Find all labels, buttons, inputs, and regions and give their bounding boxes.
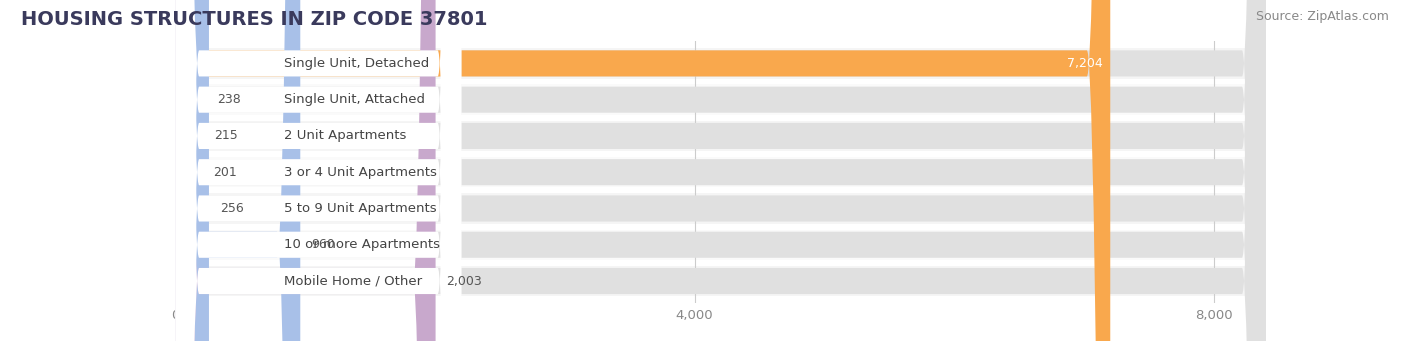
Text: 10 or more Apartments: 10 or more Apartments [284,238,440,251]
FancyBboxPatch shape [176,0,204,341]
FancyBboxPatch shape [176,0,461,341]
FancyBboxPatch shape [176,121,1265,151]
FancyBboxPatch shape [176,0,1111,341]
Text: Mobile Home / Other: Mobile Home / Other [284,275,422,287]
FancyBboxPatch shape [176,0,301,341]
FancyBboxPatch shape [176,85,1265,115]
FancyBboxPatch shape [176,48,1265,79]
Text: 2,003: 2,003 [447,275,482,287]
Text: 256: 256 [219,202,243,215]
Text: 2 Unit Apartments: 2 Unit Apartments [284,130,406,143]
FancyBboxPatch shape [176,0,1265,341]
Text: 238: 238 [218,93,242,106]
FancyBboxPatch shape [176,0,461,341]
Text: HOUSING STRUCTURES IN ZIP CODE 37801: HOUSING STRUCTURES IN ZIP CODE 37801 [21,10,488,29]
Text: Single Unit, Attached: Single Unit, Attached [284,93,425,106]
FancyBboxPatch shape [176,0,1265,341]
Text: Source: ZipAtlas.com: Source: ZipAtlas.com [1256,10,1389,23]
FancyBboxPatch shape [176,0,1265,341]
FancyBboxPatch shape [176,0,1265,341]
FancyBboxPatch shape [176,0,436,341]
FancyBboxPatch shape [176,0,461,341]
FancyBboxPatch shape [176,0,461,341]
FancyBboxPatch shape [176,0,207,341]
Text: 3 or 4 Unit Apartments: 3 or 4 Unit Apartments [284,166,437,179]
FancyBboxPatch shape [176,0,1265,341]
FancyBboxPatch shape [176,157,1265,188]
FancyBboxPatch shape [176,0,1265,341]
Text: 215: 215 [215,130,238,143]
FancyBboxPatch shape [176,0,461,341]
FancyBboxPatch shape [176,0,461,341]
Text: Single Unit, Detached: Single Unit, Detached [284,57,429,70]
FancyBboxPatch shape [176,0,461,341]
FancyBboxPatch shape [176,193,1265,224]
FancyBboxPatch shape [176,0,209,341]
FancyBboxPatch shape [176,266,1265,296]
Text: 5 to 9 Unit Apartments: 5 to 9 Unit Apartments [284,202,437,215]
Text: 960: 960 [311,238,335,251]
Text: 201: 201 [212,166,236,179]
FancyBboxPatch shape [176,229,1265,260]
Text: 7,204: 7,204 [1067,57,1102,70]
FancyBboxPatch shape [176,0,1265,341]
FancyBboxPatch shape [176,0,202,341]
